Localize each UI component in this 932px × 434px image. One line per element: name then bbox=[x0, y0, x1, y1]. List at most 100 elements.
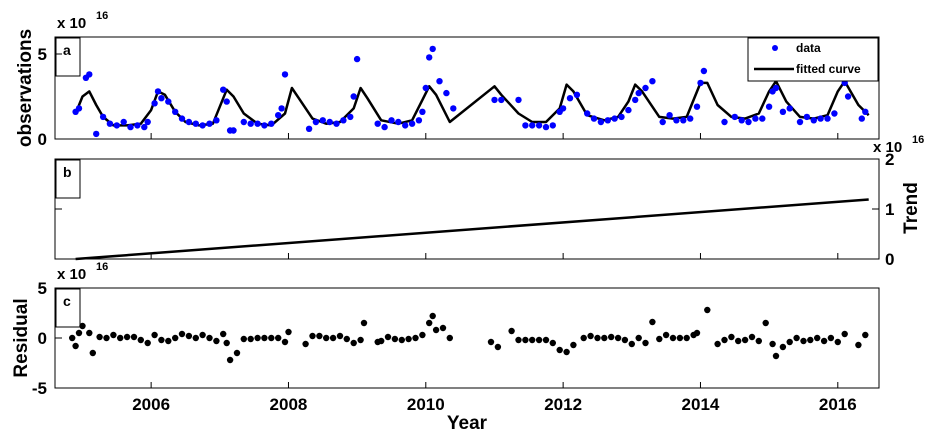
residual-point-76 bbox=[614, 334, 622, 342]
data-point-27 bbox=[230, 127, 237, 134]
xtick-label-5: 2016 bbox=[819, 395, 857, 414]
residual-point-19 bbox=[185, 332, 193, 340]
residual-point-21 bbox=[199, 331, 206, 339]
data-point-66 bbox=[549, 122, 556, 129]
data-point-24 bbox=[220, 86, 227, 93]
data-point-33 bbox=[275, 112, 282, 119]
x-axis-label: Year bbox=[447, 413, 488, 434]
residual-point-105 bbox=[814, 334, 821, 342]
panel-a-axes-box bbox=[54, 36, 880, 140]
residual-point-34 bbox=[281, 338, 289, 346]
residual-point-80 bbox=[642, 339, 649, 347]
residual-point-65 bbox=[535, 336, 543, 344]
residual-point-32 bbox=[268, 334, 275, 342]
residual-point-104 bbox=[807, 336, 814, 344]
panel-b-ytick-label-2: 2 bbox=[885, 150, 894, 169]
data-point-90 bbox=[721, 118, 728, 126]
data-point-76 bbox=[618, 113, 625, 121]
panel-a-label: a bbox=[63, 42, 71, 58]
panel-c-ylabel: Residual bbox=[11, 298, 32, 377]
data-point-10 bbox=[134, 122, 141, 129]
data-point-108 bbox=[844, 93, 852, 100]
data-point-17 bbox=[172, 108, 179, 116]
data-point-84 bbox=[673, 117, 680, 124]
residual-point-3 bbox=[79, 322, 86, 330]
data-point-14 bbox=[154, 88, 162, 95]
residual-point-2 bbox=[75, 329, 83, 337]
residual-point-37 bbox=[309, 332, 316, 340]
residual-point-68 bbox=[556, 346, 563, 354]
data-point-12 bbox=[144, 118, 151, 126]
panel-c-ytick-label-1: 0 bbox=[38, 329, 47, 348]
residual-point-51 bbox=[405, 335, 412, 343]
residual-point-22 bbox=[206, 334, 213, 342]
residual-point-75 bbox=[608, 333, 615, 341]
residual-point-60 bbox=[494, 343, 502, 351]
data-point-95 bbox=[759, 115, 766, 122]
data-point-63 bbox=[529, 122, 536, 129]
residual-point-27 bbox=[233, 349, 241, 357]
data-point-80 bbox=[642, 84, 649, 92]
residual-point-31 bbox=[261, 334, 268, 342]
residual-point-38 bbox=[316, 332, 323, 340]
xtick-label-1: 2008 bbox=[270, 395, 308, 414]
residual-point-66 bbox=[542, 336, 550, 344]
residual-point-79 bbox=[635, 334, 642, 342]
data-point-56 bbox=[436, 78, 443, 85]
data-point-61 bbox=[515, 96, 522, 104]
data-point-46 bbox=[381, 123, 388, 131]
residual-point-45 bbox=[360, 319, 368, 327]
panel-c-exponent-base: x 10 bbox=[57, 266, 86, 283]
residual-point-28 bbox=[240, 335, 247, 343]
residual-point-53 bbox=[419, 331, 426, 339]
data-point-109 bbox=[858, 115, 865, 122]
data-point-104 bbox=[817, 115, 824, 122]
panel-c-axes-box bbox=[54, 287, 880, 389]
data-point-44 bbox=[353, 55, 361, 63]
panel-a-ylabel: observations bbox=[15, 29, 36, 147]
residual-point-17 bbox=[172, 334, 179, 342]
residual-point-20 bbox=[192, 334, 199, 342]
residual-point-85 bbox=[676, 334, 684, 342]
data-point-81 bbox=[649, 78, 656, 85]
data-point-32 bbox=[268, 120, 275, 127]
residual-point-108 bbox=[834, 338, 841, 346]
data-point-71 bbox=[584, 110, 591, 117]
residual-point-70 bbox=[570, 341, 577, 349]
residual-point-6 bbox=[96, 333, 103, 341]
data-point-8 bbox=[120, 118, 127, 126]
xtick-label-4: 2014 bbox=[682, 395, 720, 414]
data-point-85 bbox=[680, 117, 687, 124]
data-point-35 bbox=[281, 71, 289, 78]
panel-b-ylabel: Trend bbox=[901, 182, 922, 234]
data-point-82 bbox=[659, 118, 666, 126]
residual-point-14 bbox=[151, 331, 158, 339]
xtick-label-0: 2006 bbox=[132, 395, 170, 414]
data-point-21 bbox=[199, 122, 206, 129]
legend-data-label: data bbox=[796, 41, 821, 55]
residual-point-99 bbox=[772, 352, 780, 360]
residual-point-26 bbox=[226, 356, 234, 364]
panel-b-exponent-power: 16 bbox=[912, 134, 924, 146]
data-point-22 bbox=[206, 120, 213, 127]
residual-point-35 bbox=[285, 328, 292, 336]
data-point-19 bbox=[185, 118, 193, 126]
residual-point-103 bbox=[800, 337, 807, 345]
legend-box bbox=[747, 37, 879, 82]
data-point-87 bbox=[693, 103, 701, 110]
data-point-58 bbox=[450, 105, 457, 112]
residual-point-29 bbox=[247, 335, 254, 343]
data-point-37 bbox=[312, 118, 320, 126]
residual-point-56 bbox=[432, 326, 440, 334]
panel-b-ytick-label-1: 1 bbox=[885, 200, 894, 219]
residual-point-101 bbox=[786, 338, 793, 346]
panel-c-ytick-label-0: -5 bbox=[32, 379, 47, 398]
data-point-50 bbox=[408, 120, 416, 127]
residual-point-55 bbox=[429, 312, 436, 320]
data-point-53 bbox=[422, 84, 429, 92]
panel-a-ytick-label-0: 0 bbox=[38, 130, 47, 149]
residual-point-74 bbox=[601, 334, 608, 342]
residual-point-12 bbox=[137, 336, 144, 344]
xtick-label-2: 2010 bbox=[407, 395, 445, 414]
residual-point-107 bbox=[827, 334, 835, 342]
